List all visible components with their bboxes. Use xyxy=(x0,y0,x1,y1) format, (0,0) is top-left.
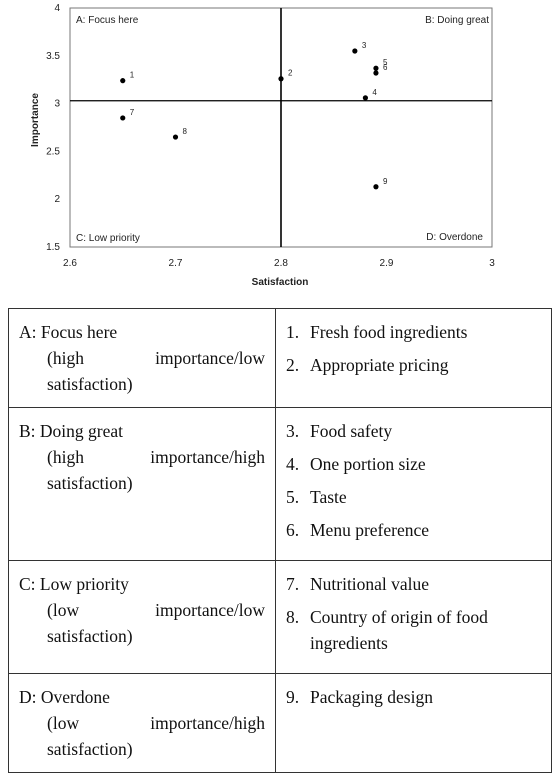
y-tick-label: 3.5 xyxy=(46,51,60,62)
data-point-4 xyxy=(362,95,368,101)
item-text: Food safety xyxy=(310,421,393,441)
items-cell: 1. Fresh food ingredients 2. Appropriate pr… xyxy=(275,308,552,408)
data-point-9 xyxy=(373,184,379,190)
data-point-label-6: 6 xyxy=(383,63,388,72)
x-tick-label: 3 xyxy=(489,258,495,269)
data-point-1 xyxy=(120,78,126,84)
legend-row: D: Overdone (low importance/high satisfac… xyxy=(8,673,552,773)
list-item: 4. One portion size xyxy=(286,451,541,477)
quadrant-name: C: Low priority xyxy=(19,574,129,594)
quadrant-name: D: Overdone xyxy=(19,687,110,707)
item-text: Menu preference xyxy=(310,520,430,540)
quadrant-label-a: A: Focus here xyxy=(76,15,139,26)
quadrant-description: (high importance/high satisfaction) xyxy=(47,447,265,493)
item-text: One portion size xyxy=(310,454,426,474)
quadrant-description: (low importance/high satisfaction) xyxy=(47,713,265,759)
quadrant-label-d: D: Overdone xyxy=(426,232,483,243)
list-item: 9. Packaging design xyxy=(286,684,541,710)
importance-satisfaction-chart: 2.6 2.7 2.8 2.9 3 1.522.533.54 Satisfaction … xyxy=(30,3,495,288)
item-number: 5. xyxy=(286,487,300,507)
list-item: 8. Country of origin of food ingredients xyxy=(286,604,541,656)
y-tick-label: 2 xyxy=(54,194,60,205)
data-point-label-3: 3 xyxy=(362,41,367,50)
quadrant-cell: C: Low priority (low importance/low satis… xyxy=(8,560,276,674)
x-axis-label: Satisfaction xyxy=(252,277,309,288)
item-number: 1. xyxy=(286,322,300,342)
quadrant-label-b: B: Doing great xyxy=(425,15,489,26)
quadrant-cell: A: Focus here (high importance/low satisf… xyxy=(8,308,276,408)
y-axis-label: Importance xyxy=(30,93,41,147)
items-cell: 7. Nutritional value 8. Country of origin o… xyxy=(275,560,552,674)
x-tick-label: 2.9 xyxy=(380,258,394,269)
list-item: 1. Fresh food ingredients xyxy=(286,319,541,345)
quadrant-description: (low importance/low satisfaction) xyxy=(47,600,265,646)
data-point-label-7: 7 xyxy=(130,108,135,117)
item-number: 3. xyxy=(286,421,300,441)
data-point-label-4: 4 xyxy=(372,88,377,97)
item-number: 6. xyxy=(286,520,300,540)
quadrant-cell: B: Doing great (high importance/high sati… xyxy=(8,407,276,561)
x-tick-label: 2.6 xyxy=(63,258,77,269)
item-list: 7. Nutritional value 8. Country of origin o… xyxy=(286,571,541,656)
x-tick-label: 2.8 xyxy=(274,258,288,269)
y-tick-label: 1.5 xyxy=(46,242,60,253)
data-point-label-2: 2 xyxy=(288,69,293,78)
data-point-3 xyxy=(352,48,358,54)
item-text: Nutritional value xyxy=(310,574,430,594)
items-cell: 9. Packaging design xyxy=(275,673,552,773)
item-number: 4. xyxy=(286,454,300,474)
item-list: 9. Packaging design xyxy=(286,684,541,710)
item-number: 9. xyxy=(286,687,300,707)
legend-row: C: Low priority (low importance/low satis… xyxy=(8,560,552,674)
data-point-2 xyxy=(278,76,284,82)
data-point-7 xyxy=(120,115,126,121)
item-number: 7. xyxy=(286,574,300,594)
quadrant-name: A: Focus here xyxy=(19,322,118,342)
list-item: 3. Food safety xyxy=(286,418,541,444)
data-point-label-1: 1 xyxy=(130,71,135,80)
quadrant-legend-table: A: Focus here (high importance/low satisf… xyxy=(8,308,552,773)
quadrant-label-c: C: Low priority xyxy=(76,233,140,244)
y-tick-label: 3 xyxy=(54,99,60,110)
data-point-6 xyxy=(373,70,379,76)
plot-area xyxy=(69,7,493,248)
y-axis-ticks: 1.5 2 2.5 3 3.5 4 xyxy=(46,3,60,253)
data-point-label-8: 8 xyxy=(183,127,188,136)
data-points: 1 2 3 4 56 7 8 9 xyxy=(120,41,388,190)
list-item: 5. Taste xyxy=(286,484,541,510)
legend-row: B: Doing great (high importance/high sati… xyxy=(8,407,552,561)
data-point-5 xyxy=(373,65,379,71)
item-number: 2. xyxy=(286,355,300,375)
item-list: 3. Food safety 4. One portion size 5. Taste 6.… xyxy=(286,418,541,543)
item-text: Fresh food ingredients xyxy=(310,322,468,342)
data-point-label-9: 9 xyxy=(383,177,388,186)
x-tick-label: 2.7 xyxy=(169,258,183,269)
legend-row: A: Focus here (high importance/low satisf… xyxy=(8,308,552,408)
item-text: Country of origin of food ingredients xyxy=(310,607,488,653)
list-item: 2. Appropriate pricing xyxy=(286,352,541,378)
item-number: 8. xyxy=(286,607,300,627)
x-axis-ticks: 2.6 2.7 2.8 2.9 3 xyxy=(63,258,495,269)
list-item: 7. Nutritional value xyxy=(286,571,541,597)
list-item: 6. Menu preference xyxy=(286,517,541,543)
item-text: Appropriate pricing xyxy=(310,355,449,375)
y-tick-label: 2.5 xyxy=(46,146,60,157)
quadrant-cell: D: Overdone (low importance/high satisfac… xyxy=(8,673,276,773)
item-list: 1. Fresh food ingredients 2. Appropriate pr… xyxy=(286,319,541,378)
data-point-label-5: 5 xyxy=(383,58,388,67)
quadrant-description: (high importance/low satisfaction) xyxy=(47,348,265,394)
quadrant-name: B: Doing great xyxy=(19,421,124,441)
item-text: Taste xyxy=(310,487,347,507)
y-tick-label: 4 xyxy=(54,3,60,14)
data-point-8 xyxy=(172,134,179,140)
item-text: Packaging design xyxy=(310,687,433,707)
items-cell: 3. Food safety 4. One portion size 5. Taste 6.… xyxy=(275,407,552,561)
